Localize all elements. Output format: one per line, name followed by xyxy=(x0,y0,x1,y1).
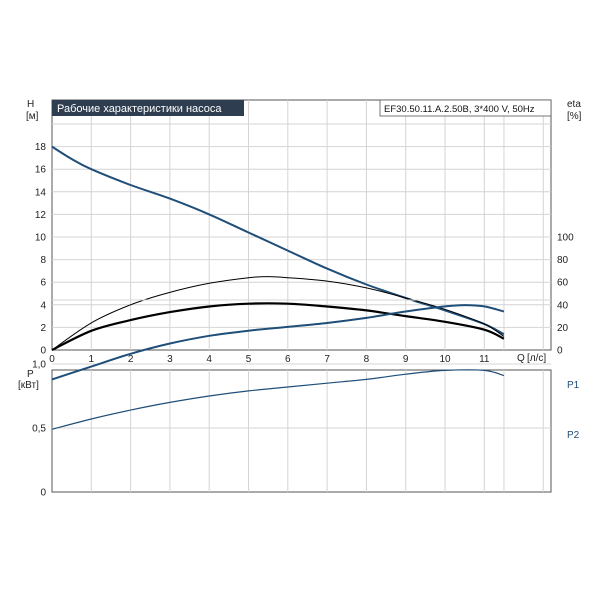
y-axis-label: H xyxy=(27,99,34,110)
chart-title: Рабочие характеристики насоса xyxy=(57,103,222,115)
head-curve xyxy=(51,145,505,336)
series-label-p1: P1 xyxy=(567,380,580,391)
y2-axis-label: eta xyxy=(567,99,581,110)
y-axis-unit: [м] xyxy=(26,111,39,122)
p-tick-label: 0 xyxy=(40,488,46,499)
head-chart-curves xyxy=(51,145,505,351)
p-tick-label: 1,0 xyxy=(32,360,46,371)
y-tick-label: 4 xyxy=(40,300,46,311)
x-tick-label: 5 xyxy=(246,354,252,365)
y-tick-label: 2 xyxy=(40,323,46,334)
x-tick-label: 3 xyxy=(167,354,173,365)
series-label-p2: P2 xyxy=(567,430,580,441)
y-tick-label: 6 xyxy=(40,278,46,289)
y-tick-label: 10 xyxy=(35,233,47,244)
title-bar xyxy=(52,100,244,116)
head-chart-frame xyxy=(51,99,552,351)
x-tick-label: 0 xyxy=(49,354,55,365)
x-tick-label: 8 xyxy=(364,354,370,365)
x-tick-label: 2 xyxy=(128,354,134,365)
x-tick-label: 10 xyxy=(439,354,451,365)
x-tick-label: 7 xyxy=(324,354,330,365)
head-chart-ticks: 0 1 2 3 4 5 6 7 8 9 10 1102468101214161802040608010… xyxy=(35,142,574,365)
y2-tick-label: 60 xyxy=(557,278,569,289)
p-tick-label: 0,5 xyxy=(32,424,46,435)
y2-tick-label: 100 xyxy=(557,233,574,244)
power-chart-curves xyxy=(51,304,505,430)
y2-axis-unit: [%] xyxy=(567,111,582,122)
y2-tick-label: 40 xyxy=(557,300,569,311)
model-label: EF30.50.11.A.2.50B, 3*400 V, 50Hz xyxy=(384,104,535,115)
p1-curve xyxy=(51,304,505,381)
y-tick-label: 14 xyxy=(35,187,47,198)
x-axis-unit: [л/с] xyxy=(527,353,546,364)
head-chart-grid xyxy=(52,100,551,350)
y-tick-label: 18 xyxy=(35,142,47,153)
efficiency-curve-b xyxy=(51,302,505,351)
y2-tick-label: 0 xyxy=(557,346,563,357)
x-axis-label: Q xyxy=(517,353,525,364)
y-tick-label: 8 xyxy=(40,255,46,266)
x-tick-label: 6 xyxy=(285,354,291,365)
p-axis-unit: [кВт] xyxy=(18,380,39,391)
efficiency-curve-a xyxy=(51,276,505,351)
y2-tick-label: 20 xyxy=(557,323,569,334)
y-tick-label: 16 xyxy=(35,165,47,176)
x-tick-label: 9 xyxy=(403,354,409,365)
y-tick-label: 12 xyxy=(35,210,47,221)
x-tick-label: 1 xyxy=(89,354,95,365)
p2-curve xyxy=(51,369,505,430)
power-chart-grid xyxy=(52,299,551,492)
power-chart-ticks: 0 0,5 1,0 xyxy=(32,360,46,499)
p-axis-label: P xyxy=(27,369,34,380)
model-box xyxy=(379,99,552,117)
y-tick-label: 0 xyxy=(40,346,46,357)
power-chart-frame xyxy=(51,369,552,493)
y2-tick-label: 80 xyxy=(557,255,569,266)
x-tick-label: 11 xyxy=(479,354,490,365)
x-tick-label: 4 xyxy=(206,354,212,365)
